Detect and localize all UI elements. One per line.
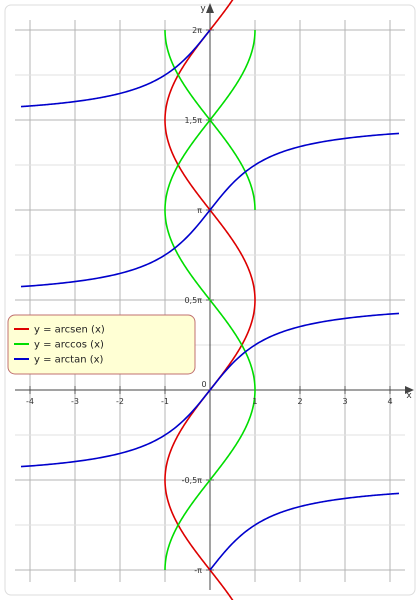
series-group: [20, 0, 400, 600]
legend-label-arccos: y = arccos (x): [34, 340, 104, 351]
axes: [15, 3, 414, 590]
series-line-arctan-branch-1: [20, 132, 400, 288]
y-tick-label-5: 1,5π: [184, 116, 202, 125]
x-tick-label-8: 4: [387, 397, 392, 406]
x-tick-label-0: -4: [26, 397, 34, 406]
series-arctan: [20, 29, 400, 571]
legend: y = arcsen (x) y = arccos (x) y = arctan (…: [7, 314, 196, 375]
series-line-arccos-branch-3: [164, 29, 256, 211]
series-line-arccos-branch-0: [164, 209, 256, 391]
legend-label-arcsin: y = arcsen (x): [34, 325, 105, 336]
series-arccos: [164, 29, 256, 571]
x-tick-label-1: -3: [71, 397, 79, 406]
x-tick-label-7: 3: [342, 397, 347, 406]
x-tick-label-5: 1: [252, 397, 257, 406]
legend-label-arctan: y = arctan (x): [34, 355, 104, 366]
tick-labels: -4 -3 -2 -1 0 1 2 3 4 -π -0,5π 0,5π π 1,5π 2π: [26, 26, 393, 575]
y-axis-label: y: [200, 4, 206, 14]
x-tick-label-6: 2: [297, 397, 302, 406]
y-tick-label-3: 0,5π: [184, 296, 202, 305]
x-axis-arrow: [405, 386, 414, 394]
x-axis-label: x: [406, 391, 412, 401]
legend-box: [7, 314, 196, 375]
series-line-arccos-branch-1: [164, 389, 256, 571]
y-tick-label-1: -0,5π: [182, 476, 203, 485]
y-axis-arrow: [206, 3, 214, 13]
series-line-arctan-branch-3: [209, 492, 400, 571]
x-tick-label-3: -1: [161, 397, 169, 406]
series-line-arctan-branch-0: [20, 312, 400, 468]
series-line-arctan-branch-2: [20, 29, 211, 108]
x-tick-label-2: -2: [116, 397, 124, 406]
y-tick-label-0: -π: [194, 566, 202, 575]
y-tick-label-4: π: [197, 206, 202, 215]
y-tick-label-6: 2π: [192, 26, 202, 35]
x-tick-label-4: 0: [201, 380, 206, 389]
